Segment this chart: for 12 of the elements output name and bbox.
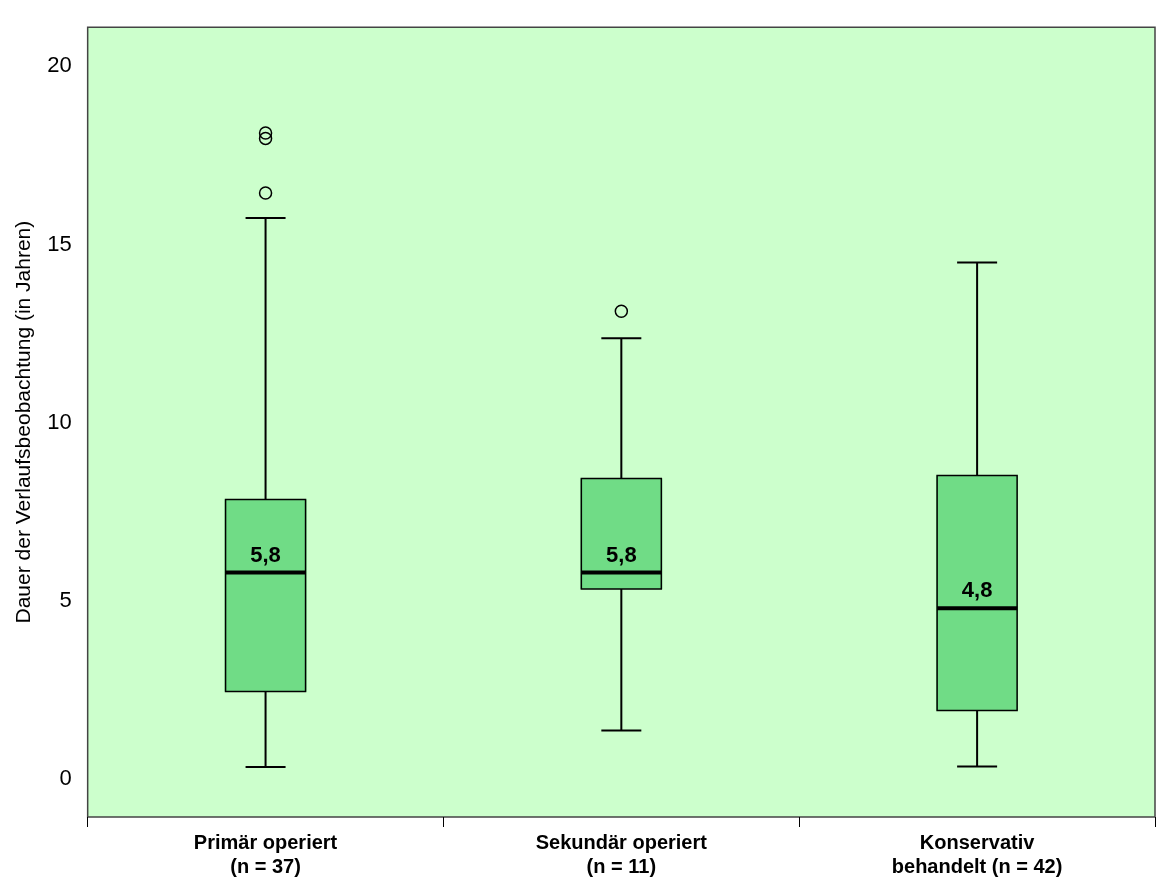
text: 4,8 <box>961 577 993 603</box>
y-tick-label: 15 <box>47 230 72 256</box>
x-tick-label: Konservativ behandelt (n = 42) <box>891 830 1063 877</box>
y-tick-label: 0 <box>59 765 72 791</box>
y-tick-label: 5 <box>59 587 72 613</box>
y-tick-label: 20 <box>47 52 72 78</box>
text: 5,8 <box>250 541 281 567</box>
x-tick-label: Sekundär operiert (n = 11) <box>535 830 708 877</box>
x-tick-label: Primär operiert (n = 37) <box>193 830 338 877</box>
y-tick-label: 10 <box>47 408 72 434</box>
y-axis-title: Dauer der Verlaufsbeobachtung (in Jahren) <box>11 220 35 624</box>
text: 5,8 <box>606 541 637 567</box>
